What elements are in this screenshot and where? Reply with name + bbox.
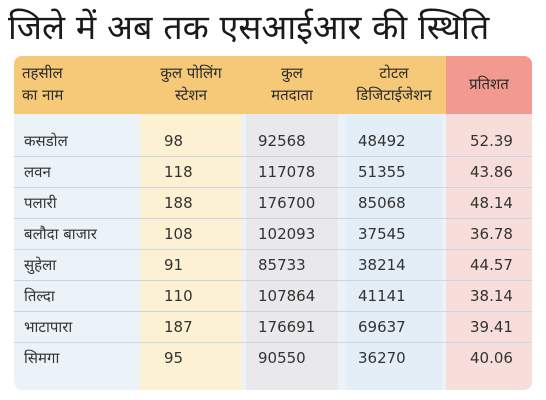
total-voters-value: 176700 xyxy=(258,194,316,212)
tehsil-name: सुहेला xyxy=(24,256,57,274)
table-row: बलौदा बाजार 108 102093 37545 36.78 xyxy=(14,219,532,250)
header-percent: प्रतिशत xyxy=(469,75,509,93)
header-total-voters: कुल मतदाता xyxy=(271,64,313,104)
total-voters-value: 107864 xyxy=(258,287,316,305)
percent-value: 48.14 xyxy=(470,194,513,212)
percent-value: 39.41 xyxy=(470,318,513,336)
percent-value: 52.39 xyxy=(470,132,513,150)
table-row: तिल्दा 110 107864 41141 38.14 xyxy=(14,281,532,312)
header-tehsil-name: तहसील का नाम xyxy=(22,64,64,104)
header-total-digitization: टोटल डिजिटाईजेशन xyxy=(356,64,432,104)
tehsil-name: पलारी xyxy=(24,194,57,212)
total-voters-value: 102093 xyxy=(258,225,316,243)
digitized-value: 48492 xyxy=(358,132,406,150)
polling-stations-value: 188 xyxy=(164,194,193,212)
table-row: कसडोल 98 92568 48492 52.39 xyxy=(14,126,532,157)
polling-stations-value: 187 xyxy=(164,318,193,336)
table-row: लवन 118 117078 51355 43.86 xyxy=(14,157,532,188)
table-row: पलारी 188 176700 85068 48.14 xyxy=(14,188,532,219)
total-voters-value: 117078 xyxy=(258,163,316,181)
percent-value: 44.57 xyxy=(470,256,513,274)
percent-header-background xyxy=(446,56,532,114)
digitized-value: 38214 xyxy=(358,256,406,274)
polling-stations-value: 98 xyxy=(164,132,184,150)
polling-stations-value: 118 xyxy=(164,163,193,181)
digitized-value: 36270 xyxy=(358,349,406,367)
tehsil-name: कसडोल xyxy=(24,132,68,150)
total-voters-value: 85733 xyxy=(258,256,306,274)
table-row: भाटापारा 187 176691 69637 39.41 xyxy=(14,312,532,343)
percent-value: 38.14 xyxy=(470,287,513,305)
percent-value: 40.06 xyxy=(470,349,513,367)
digitized-value: 85068 xyxy=(358,194,406,212)
tehsil-name: लवन xyxy=(24,163,51,181)
sir-status-table: तहसील का नाम कुल पोलिंग स्टेशन कुल मतदात… xyxy=(14,56,532,390)
polling-stations-value: 108 xyxy=(164,225,193,243)
digitized-value: 41141 xyxy=(358,287,406,305)
total-voters-value: 176691 xyxy=(258,318,316,336)
headline: जिले में अब तक एसआईआर की स्थिति xyxy=(8,8,490,48)
polling-stations-value: 91 xyxy=(164,256,184,274)
tehsil-name: तिल्दा xyxy=(24,287,55,305)
table-row: सुहेला 91 85733 38214 44.57 xyxy=(14,250,532,281)
table-header: तहसील का नाम कुल पोलिंग स्टेशन कुल मतदात… xyxy=(14,56,532,114)
tehsil-name: भाटापारा xyxy=(24,318,73,336)
table-body: कसडोल 98 92568 48492 52.39 लवन 118 11707… xyxy=(14,126,532,373)
header-polling-stations: कुल पोलिंग स्टेशन xyxy=(160,64,222,104)
total-voters-value: 92568 xyxy=(258,132,306,150)
total-voters-value: 90550 xyxy=(258,349,306,367)
tehsil-name: बलौदा बाजार xyxy=(24,225,97,243)
table-row: सिमगा 95 90550 36270 40.06 xyxy=(14,343,532,373)
polling-stations-value: 110 xyxy=(164,287,193,305)
digitized-value: 37545 xyxy=(358,225,406,243)
tehsil-name: सिमगा xyxy=(24,349,60,367)
percent-value: 36.78 xyxy=(470,225,513,243)
digitized-value: 69637 xyxy=(358,318,406,336)
percent-value: 43.86 xyxy=(470,163,513,181)
digitized-value: 51355 xyxy=(358,163,406,181)
polling-stations-value: 95 xyxy=(164,349,184,367)
